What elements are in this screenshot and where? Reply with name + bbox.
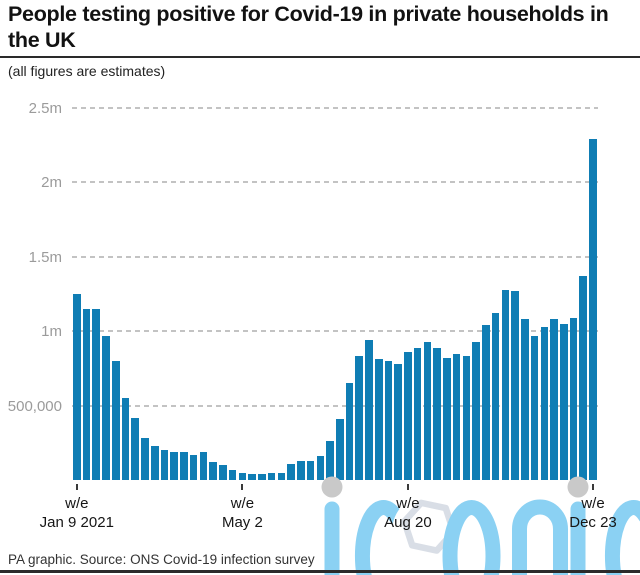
- bar: [462, 356, 471, 480]
- bar: [258, 474, 266, 480]
- bar: [209, 462, 217, 480]
- bar: [316, 456, 325, 480]
- bar: [569, 318, 578, 480]
- bar: [82, 309, 91, 480]
- bar: [160, 450, 169, 480]
- bar: [219, 465, 227, 480]
- bar: [530, 336, 539, 480]
- bar: [189, 455, 198, 480]
- bar: [326, 441, 334, 480]
- bar: [404, 352, 412, 480]
- bar: [579, 276, 588, 480]
- bar: [511, 291, 519, 480]
- bar: [443, 358, 451, 480]
- title-rule: [0, 56, 640, 58]
- bar: [92, 309, 101, 480]
- bar: [540, 327, 549, 480]
- x-tick-mark: [241, 484, 244, 490]
- bar: [287, 464, 295, 480]
- bar: [180, 452, 188, 480]
- bar: [131, 418, 140, 480]
- x-tick-label: w/e Dec 23: [569, 495, 617, 531]
- bar: [560, 324, 568, 480]
- bar: [297, 461, 305, 480]
- bar: [345, 383, 354, 480]
- x-tick-mark: [406, 484, 409, 490]
- bar: [111, 361, 120, 480]
- bar: [374, 359, 383, 480]
- gridline: [72, 255, 598, 258]
- x-tick-label: w/e Aug 20: [384, 495, 432, 531]
- bar: [433, 348, 441, 480]
- bar: [335, 419, 344, 480]
- bar: [355, 356, 364, 480]
- bar: [394, 364, 402, 480]
- bar: [141, 438, 149, 480]
- bar: [501, 290, 510, 480]
- bar: [365, 340, 373, 480]
- gridline: [72, 404, 598, 407]
- bar: [238, 473, 247, 480]
- bar: [150, 446, 159, 480]
- bar: [413, 348, 422, 480]
- bar: [482, 325, 490, 480]
- x-tick-label: w/e May 2: [221, 495, 263, 531]
- bar: [306, 461, 315, 480]
- x-tick-mark: [75, 484, 78, 490]
- x-tick-label: w/e Jan 9 2021: [39, 495, 114, 531]
- bar: [228, 470, 237, 480]
- bar: [589, 139, 597, 480]
- bar: [170, 452, 178, 480]
- gridline: [72, 181, 598, 184]
- bottom-border: [0, 570, 640, 573]
- y-axis-label: 500,000: [7, 397, 62, 415]
- y-axis-label: 2.5m: [28, 100, 62, 117]
- gridline: [72, 330, 598, 333]
- subtitle: (all figures are estimates): [8, 63, 166, 79]
- bar: [491, 313, 500, 480]
- bar: [384, 361, 393, 480]
- bar: [277, 473, 286, 480]
- bar: [121, 398, 130, 480]
- bar: [452, 354, 461, 480]
- bar: [423, 342, 432, 480]
- bar: [248, 474, 256, 480]
- bar: [102, 336, 110, 480]
- page-title: People testing positive for Covid-19 in …: [8, 2, 609, 52]
- bar: [267, 473, 276, 480]
- y-axis-label: 1m: [41, 323, 62, 341]
- gridline: [72, 107, 598, 109]
- bar: [521, 319, 529, 480]
- bar: [73, 294, 81, 480]
- bar: [550, 319, 558, 480]
- y-axis-label: 2m: [41, 174, 62, 192]
- y-axis-label: 1.5m: [28, 248, 62, 266]
- bar: [199, 452, 208, 480]
- bar: [472, 342, 480, 480]
- source-credit: PA graphic. Source: ONS Covid-19 infecti…: [8, 552, 315, 567]
- x-tick-mark: [592, 484, 595, 490]
